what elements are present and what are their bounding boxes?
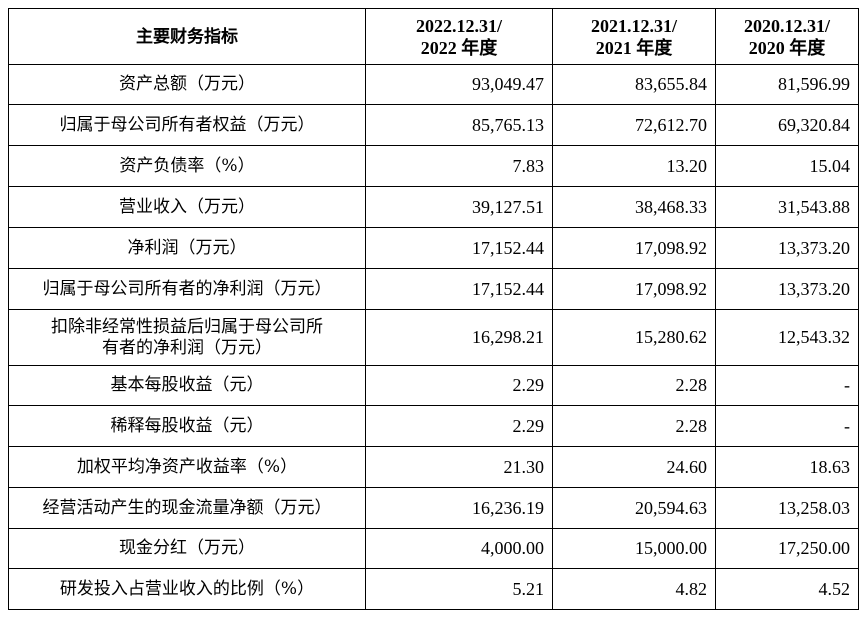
cell-2022: 5.21 <box>365 568 553 610</box>
cell-2022: 16,236.19 <box>365 487 553 529</box>
cell-2021: 2.28 <box>552 405 716 447</box>
row-label: 资产总额（万元） <box>8 64 366 105</box>
cell-2020: 17,250.00 <box>715 528 859 569</box>
cell-2021: 15,280.62 <box>552 309 716 366</box>
cell-2021: 4.82 <box>552 568 716 610</box>
table-row: 归属于母公司所有者的净利润（万元） 17,152.44 17,098.92 13… <box>8 268 859 310</box>
row-label: 基本每股收益（元） <box>8 365 366 406</box>
row-label: 现金分红（万元） <box>8 528 366 569</box>
cell-2021: 2.28 <box>552 365 716 406</box>
header-col-2021-year: 2021 年度 <box>595 37 673 58</box>
row-label: 加权平均净资产收益率（%） <box>8 446 366 488</box>
cell-2022: 4,000.00 <box>365 528 553 569</box>
row-label: 归属于母公司所有者权益（万元） <box>8 104 366 146</box>
cell-2022: 21.30 <box>365 446 553 488</box>
row-label: 稀释每股收益（元） <box>8 405 366 447</box>
cell-2021: 17,098.92 <box>552 227 716 269</box>
table-row: 归属于母公司所有者权益（万元） 85,765.13 72,612.70 69,3… <box>8 104 859 146</box>
row-label-line-1: 扣除非经常性损益后归属于母公司所 <box>51 316 323 337</box>
header-col-2021: 2021.12.31/ 2021 年度 <box>552 8 716 65</box>
cell-2020: 12,543.32 <box>715 309 859 366</box>
header-col-2022: 2022.12.31/ 2022 年度 <box>365 8 553 65</box>
header-col-2022-date: 2022.12.31/ <box>415 15 502 36</box>
header-col-2020-year: 2020 年度 <box>748 37 826 58</box>
cell-2020: 31,543.88 <box>715 186 859 228</box>
table-row: 营业收入（万元） 39,127.51 38,468.33 31,543.88 <box>8 186 859 228</box>
row-label: 营业收入（万元） <box>8 186 366 228</box>
row-label: 净利润（万元） <box>8 227 366 269</box>
cell-2021: 83,655.84 <box>552 64 716 105</box>
table-row: 扣除非经常性损益后归属于母公司所 有者的净利润（万元） 16,298.21 15… <box>8 309 859 366</box>
cell-2022: 2.29 <box>365 365 553 406</box>
cell-2021: 17,098.92 <box>552 268 716 310</box>
cell-2022: 2.29 <box>365 405 553 447</box>
header-col-2022-year: 2022 年度 <box>420 37 498 58</box>
table-row: 研发投入占营业收入的比例（%） 5.21 4.82 4.52 <box>8 568 859 610</box>
table-row: 资产总额（万元） 93,049.47 83,655.84 81,596.99 <box>8 64 859 105</box>
row-label-line-2: 有者的净利润（万元） <box>102 337 272 358</box>
row-label: 扣除非经常性损益后归属于母公司所 有者的净利润（万元） <box>8 309 366 366</box>
cell-2022: 85,765.13 <box>365 104 553 146</box>
table-row: 稀释每股收益（元） 2.29 2.28 - <box>8 405 859 447</box>
cell-2020: 13,373.20 <box>715 227 859 269</box>
table-row: 净利润（万元） 17,152.44 17,098.92 13,373.20 <box>8 227 859 269</box>
cell-2020: 81,596.99 <box>715 64 859 105</box>
row-label: 归属于母公司所有者的净利润（万元） <box>8 268 366 310</box>
cell-2020: 4.52 <box>715 568 859 610</box>
table-row: 现金分红（万元） 4,000.00 15,000.00 17,250.00 <box>8 528 859 569</box>
header-col-2020-date: 2020.12.31/ <box>743 15 830 36</box>
cell-2021: 24.60 <box>552 446 716 488</box>
cell-2022: 16,298.21 <box>365 309 553 366</box>
cell-2021: 13.20 <box>552 145 716 187</box>
cell-2020: 15.04 <box>715 145 859 187</box>
header-col-2020: 2020.12.31/ 2020 年度 <box>715 8 859 65</box>
table-row: 资产负债率（%） 7.83 13.20 15.04 <box>8 145 859 187</box>
table-row: 经营活动产生的现金流量净额（万元） 16,236.19 20,594.63 13… <box>8 487 859 529</box>
cell-2021: 38,468.33 <box>552 186 716 228</box>
cell-2021: 15,000.00 <box>552 528 716 569</box>
cell-2020: 69,320.84 <box>715 104 859 146</box>
cell-2020: - <box>715 405 859 447</box>
cell-2021: 72,612.70 <box>552 104 716 146</box>
row-label: 资产负债率（%） <box>8 145 366 187</box>
financial-indicators-table: 主要财务指标 2022.12.31/ 2022 年度 2021.12.31/ 2… <box>8 8 859 610</box>
cell-2020: 13,258.03 <box>715 487 859 529</box>
header-col-2021-date: 2021.12.31/ <box>590 15 677 36</box>
cell-2021: 20,594.63 <box>552 487 716 529</box>
cell-2022: 39,127.51 <box>365 186 553 228</box>
table-row: 加权平均净资产收益率（%） 21.30 24.60 18.63 <box>8 446 859 488</box>
cell-2022: 93,049.47 <box>365 64 553 105</box>
cell-2022: 17,152.44 <box>365 268 553 310</box>
cell-2020: 13,373.20 <box>715 268 859 310</box>
cell-2020: - <box>715 365 859 406</box>
table-row: 基本每股收益（元） 2.29 2.28 - <box>8 365 859 406</box>
header-row: 主要财务指标 2022.12.31/ 2022 年度 2021.12.31/ 2… <box>8 8 859 65</box>
row-label: 研发投入占营业收入的比例（%） <box>8 568 366 610</box>
cell-2022: 17,152.44 <box>365 227 553 269</box>
cell-2022: 7.83 <box>365 145 553 187</box>
row-label: 经营活动产生的现金流量净额（万元） <box>8 487 366 529</box>
header-label: 主要财务指标 <box>8 8 366 65</box>
cell-2020: 18.63 <box>715 446 859 488</box>
